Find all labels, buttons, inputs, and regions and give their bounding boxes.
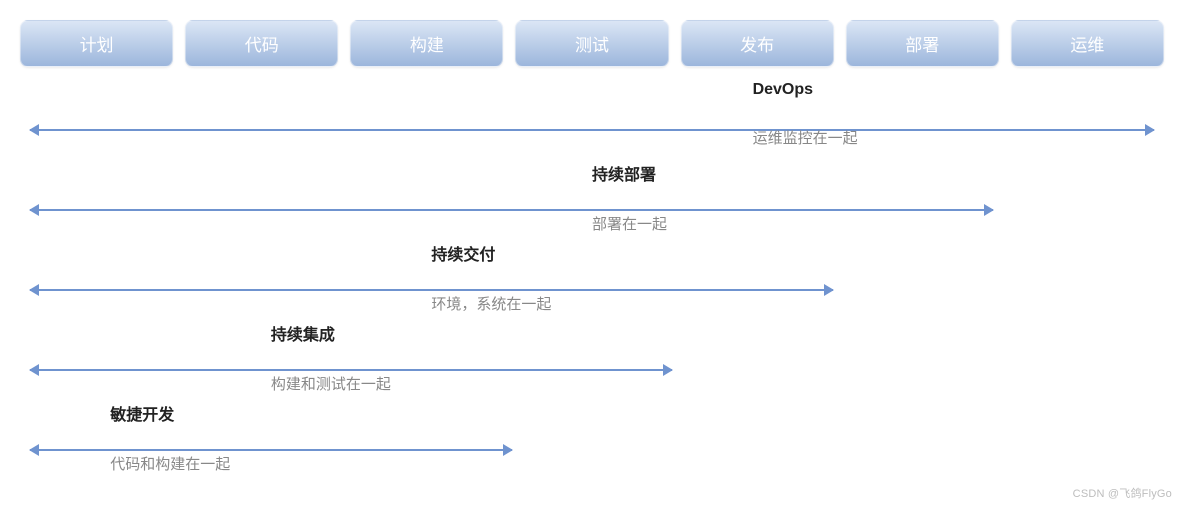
stage-row: 计划代码构建测试发布部署运维	[20, 20, 1164, 67]
method-title-2: 持续交付	[431, 241, 551, 265]
method-desc-3: 构建和测试在一起	[271, 373, 391, 394]
method-labels-4: 敏捷开发代码和构建在一起	[110, 401, 230, 474]
method-title-1: 持续部署	[592, 161, 667, 185]
method-labels-2: 持续交付环境，系统在一起	[431, 241, 551, 314]
method-row-1: 持续部署部署在一起	[30, 187, 1154, 267]
method-arrow-0	[30, 129, 1154, 131]
method-arrow-1	[30, 209, 993, 211]
stage-tab-2: 构建	[350, 20, 503, 67]
stage-tab-6: 运维	[1011, 20, 1164, 67]
method-desc-2: 环境，系统在一起	[431, 293, 551, 314]
method-title-4: 敏捷开发	[110, 401, 230, 425]
method-labels-3: 持续集成构建和测试在一起	[271, 321, 391, 394]
stage-tab-5: 部署	[846, 20, 999, 67]
stage-tab-4: 发布	[681, 20, 834, 67]
stage-tab-1: 代码	[185, 20, 338, 67]
method-title-3: 持续集成	[271, 321, 391, 345]
method-labels-1: 持续部署部署在一起	[592, 161, 667, 234]
method-arrow-4	[30, 449, 512, 451]
method-desc-0: 运维监控在一起	[753, 127, 858, 148]
method-desc-4: 代码和构建在一起	[110, 453, 230, 474]
stage-tab-3: 测试	[515, 20, 668, 67]
method-labels-0: DevOps 运维监控在一起	[753, 81, 858, 148]
methods-container: DevOps运维监控在一起持续部署部署在一起持续交付环境，系统在一起持续集成构建…	[20, 107, 1164, 507]
watermark: CSDN @飞鸽FlyGo	[1073, 485, 1172, 501]
method-title-0: DevOps	[753, 81, 858, 99]
method-row-4: 敏捷开发代码和构建在一起	[30, 427, 1154, 507]
method-row-2: 持续交付环境，系统在一起	[30, 267, 1154, 347]
stage-tab-0: 计划	[20, 20, 173, 67]
method-desc-1: 部署在一起	[592, 213, 667, 234]
